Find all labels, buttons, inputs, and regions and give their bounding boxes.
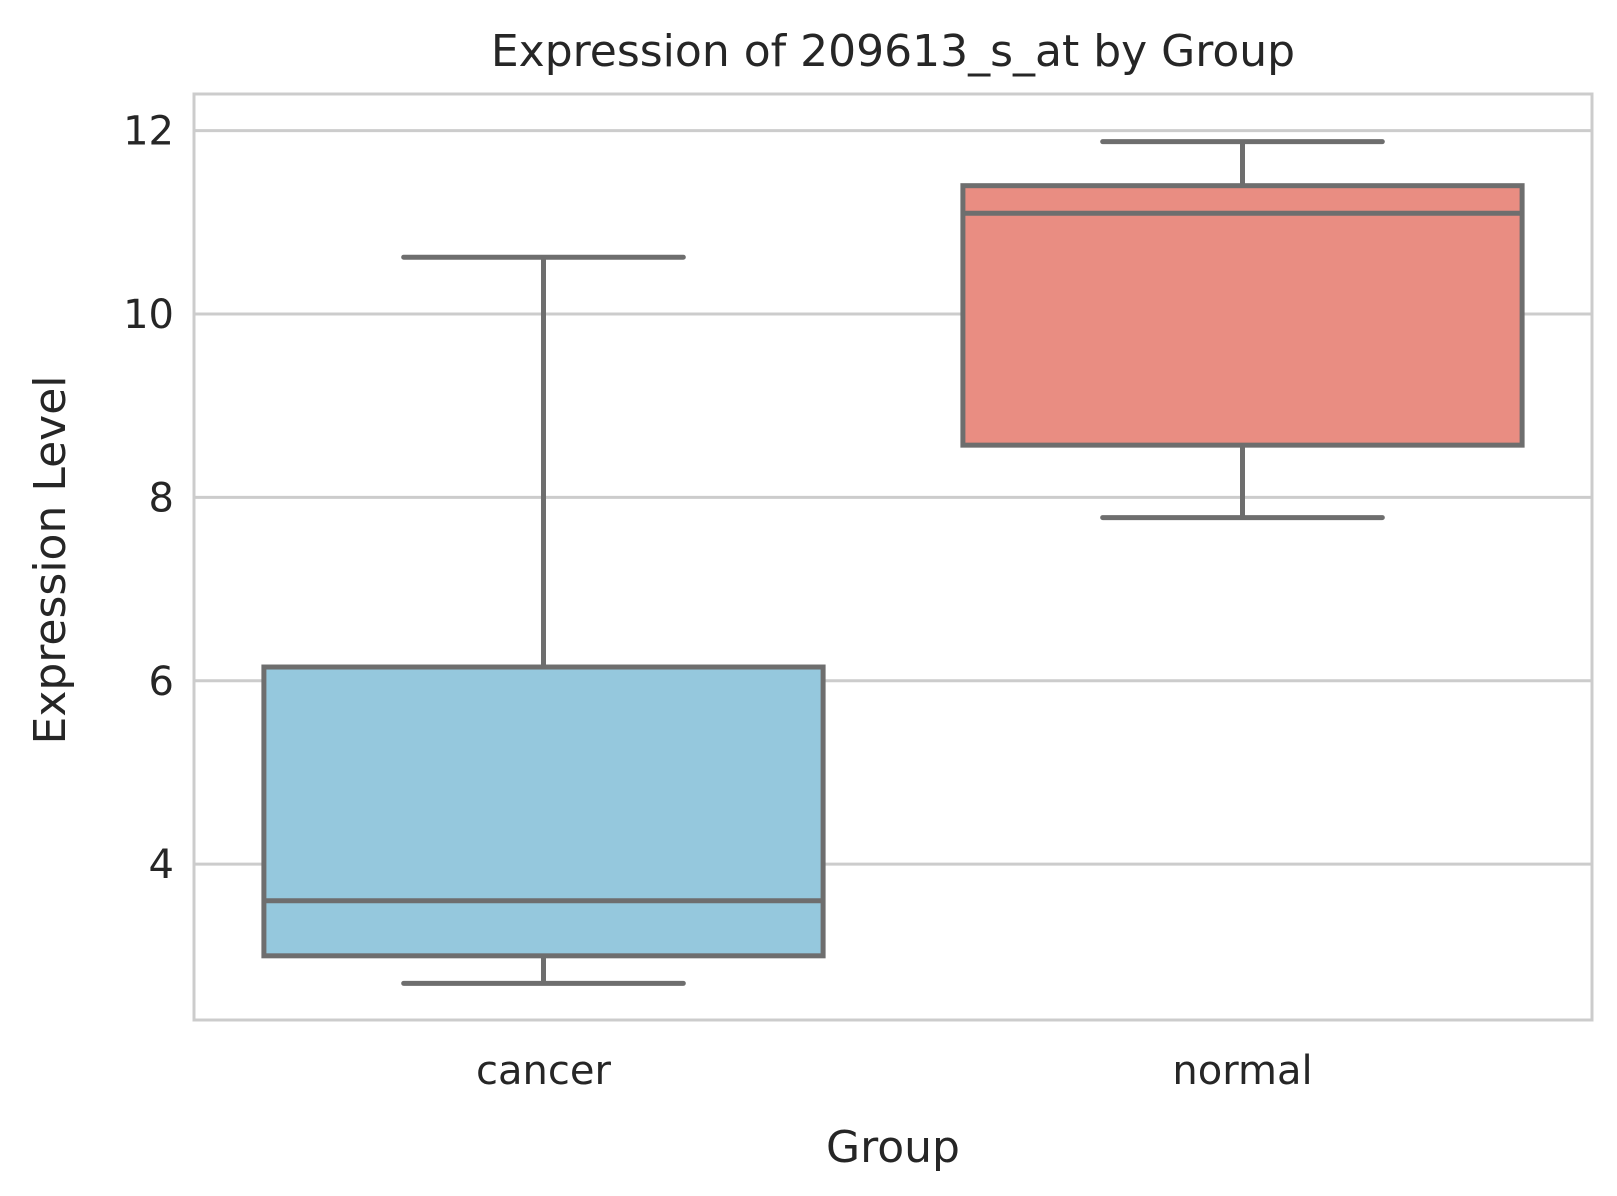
- plot-frame: [192, 92, 1594, 1022]
- box-cancer: [261, 254, 826, 986]
- y-axis-ticks: 4 6 8 10 12: [123, 109, 174, 888]
- box-iqr: [960, 183, 1525, 448]
- y-tick-label: 6: [149, 659, 174, 705]
- x-tick-label: cancer: [476, 1048, 611, 1094]
- box-iqr: [261, 664, 826, 959]
- chart-title: Expression of 209613_s_at by Group: [491, 26, 1295, 77]
- box-normal: [960, 139, 1525, 521]
- boxes: [261, 139, 1525, 986]
- y-tick-label: 4: [149, 842, 174, 888]
- y-axis-label: Expression Level: [25, 376, 76, 745]
- x-tick-label: normal: [1172, 1048, 1312, 1094]
- y-tick-label: 12: [123, 109, 174, 155]
- y-tick-label: 8: [149, 475, 174, 521]
- x-axis-ticks: cancer normal: [476, 1048, 1313, 1094]
- x-axis-label: Group: [826, 1122, 960, 1173]
- y-tick-label: 10: [123, 292, 174, 338]
